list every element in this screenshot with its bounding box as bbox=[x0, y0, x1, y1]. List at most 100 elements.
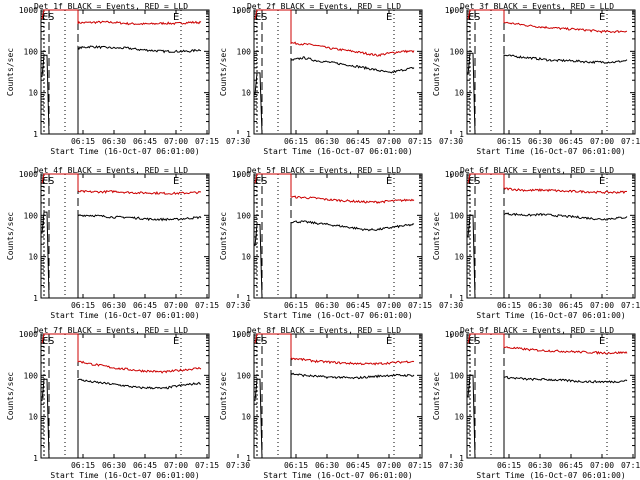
y-tick-label: 10 bbox=[454, 253, 464, 262]
plot-frame bbox=[40, 333, 210, 459]
y-tick-label: 100 bbox=[450, 47, 465, 56]
y-axis-label: Counts/sec bbox=[219, 212, 228, 260]
marker-e: E bbox=[173, 176, 179, 187]
x-axis-label: Start Time (16-Oct-07 06:01:00) bbox=[476, 311, 625, 320]
x-axis-label: Start Time (16-Oct-07 06:01:00) bbox=[50, 147, 199, 156]
y-axis-label: Counts/sec bbox=[219, 372, 228, 420]
marker-s: S bbox=[48, 176, 54, 187]
y-axis-label: Counts/sec bbox=[219, 48, 228, 96]
panel-title: Det 3f BLACK = Events, RED = LLD bbox=[460, 2, 614, 11]
panel-det-8: Det 8f BLACK = Events, RED = LLD 1 10 100 10… bbox=[219, 326, 463, 480]
y-tick-label: 10 bbox=[28, 253, 38, 262]
x-tick-label: 07:15 bbox=[195, 137, 219, 146]
plot-frame bbox=[466, 9, 636, 135]
panel-title: Det 2f BLACK = Events, RED = LLD bbox=[247, 2, 401, 11]
y-tick-label: 1000 bbox=[445, 170, 464, 179]
marker-e: E bbox=[386, 176, 392, 187]
x-tick-label: 07:30 bbox=[226, 461, 250, 470]
x-tick-label: 07:00 bbox=[590, 137, 614, 146]
y-tick-label: 100 bbox=[450, 371, 465, 380]
x-tick-label: 06:15 bbox=[497, 301, 521, 310]
x-tick-label: 07:15 bbox=[408, 137, 432, 146]
x-tick-label: 07:30 bbox=[226, 137, 250, 146]
x-tick-label: 06:45 bbox=[133, 461, 157, 470]
x-tick-label: 06:30 bbox=[315, 301, 339, 310]
x-tick-label: 06:30 bbox=[102, 301, 126, 310]
y-tick-label: 10 bbox=[28, 413, 38, 422]
events-series-line bbox=[254, 220, 415, 299]
x-axis-label: Start Time (16-Oct-07 06:01:00) bbox=[50, 311, 199, 320]
x-tick-label: 06:15 bbox=[497, 137, 521, 146]
lld-series-line bbox=[467, 333, 628, 355]
x-tick-label: 07:30 bbox=[226, 301, 250, 310]
x-tick-label: 06:15 bbox=[71, 301, 95, 310]
panel-title: Det 6f BLACK = Events, RED = LLD bbox=[460, 166, 614, 175]
marker-e: E bbox=[599, 336, 605, 347]
x-tick-label: 06:45 bbox=[133, 137, 157, 146]
x-tick-label: 06:30 bbox=[528, 461, 552, 470]
y-tick-label: 1 bbox=[459, 130, 464, 139]
x-axis-label: Start Time (16-Oct-07 06:01:00) bbox=[50, 471, 199, 480]
y-tick-label: 1 bbox=[246, 454, 251, 463]
panel-det-5: Det 5f BLACK = Events, RED = LLD11010010… bbox=[219, 166, 463, 320]
y-tick-label: 100 bbox=[24, 211, 39, 220]
x-tick-label: 06:45 bbox=[346, 137, 370, 146]
events-series-line bbox=[254, 56, 415, 135]
y-tick-label: 100 bbox=[24, 371, 39, 380]
x-tick-label: 07:15 bbox=[408, 301, 432, 310]
x-tick-label: 07:00 bbox=[377, 461, 401, 470]
events-series-line bbox=[254, 371, 415, 459]
panel-title: Det 1f BLACK = Events, RED = LLD bbox=[34, 2, 188, 11]
y-tick-label: 100 bbox=[237, 47, 252, 56]
lld-series-line bbox=[254, 333, 415, 366]
marker-s: S bbox=[48, 12, 54, 23]
panel-det-3: Det 3f BLACK = Events, RED = LLD 1 10 100 10… bbox=[432, 2, 640, 156]
marker-e: E bbox=[255, 336, 261, 347]
x-tick-label: 06:45 bbox=[559, 301, 583, 310]
plot-frame bbox=[40, 173, 210, 299]
x-tick-label: 07:00 bbox=[590, 301, 614, 310]
panel-title: Det 8f BLACK = Events, RED = LLD bbox=[247, 326, 401, 335]
x-tick-label: 07:15 bbox=[195, 301, 219, 310]
y-tick-label: 10 bbox=[454, 413, 464, 422]
x-tick-label: 06:30 bbox=[528, 301, 552, 310]
x-tick-label: 06:30 bbox=[102, 461, 126, 470]
y-tick-label: 1000 bbox=[445, 330, 464, 339]
x-tick-label: 07:00 bbox=[377, 137, 401, 146]
events-series-line bbox=[41, 211, 202, 299]
panel-det-4: Det 4f BLACK = Events, RED = LLD11010010… bbox=[6, 166, 250, 320]
y-tick-label: 1 bbox=[33, 454, 38, 463]
y-tick-label: 10 bbox=[28, 89, 38, 98]
y-tick-label: 1000 bbox=[232, 170, 251, 179]
marker-s: S bbox=[261, 176, 267, 187]
x-tick-label: 06:45 bbox=[346, 301, 370, 310]
x-tick-label: 06:45 bbox=[346, 461, 370, 470]
x-tick-label: 06:30 bbox=[102, 137, 126, 146]
x-tick-label: 06:30 bbox=[315, 461, 339, 470]
events-series-line bbox=[41, 45, 202, 135]
x-tick-label: 06:15 bbox=[284, 137, 308, 146]
x-tick-label: 07:15 bbox=[195, 461, 219, 470]
y-tick-label: 1000 bbox=[445, 6, 464, 15]
y-axis-label: Counts/sec bbox=[6, 212, 15, 260]
events-series-line bbox=[467, 52, 628, 135]
y-tick-label: 1 bbox=[459, 294, 464, 303]
x-tick-label: 06:45 bbox=[559, 461, 583, 470]
marker-e: E bbox=[255, 12, 261, 23]
events-series-line bbox=[467, 374, 628, 459]
x-tick-label: 07:00 bbox=[164, 301, 188, 310]
x-tick-label: 07:00 bbox=[164, 137, 188, 146]
x-tick-label: 06:30 bbox=[315, 137, 339, 146]
x-tick-label: 07:15 bbox=[408, 461, 432, 470]
x-tick-label: 07:15 bbox=[621, 461, 640, 470]
x-tick-label: 07:30 bbox=[439, 301, 463, 310]
x-axis-label: Start Time (16-Oct-07 06:01:00) bbox=[476, 471, 625, 480]
y-tick-label: 10 bbox=[241, 253, 251, 262]
marker-e: E bbox=[599, 12, 605, 23]
x-tick-label: 06:30 bbox=[528, 137, 552, 146]
marker-s: S bbox=[474, 336, 480, 347]
plot-frame bbox=[466, 333, 636, 459]
x-tick-label: 06:15 bbox=[497, 461, 521, 470]
plot-frame bbox=[466, 173, 636, 299]
marker-s: S bbox=[474, 12, 480, 23]
